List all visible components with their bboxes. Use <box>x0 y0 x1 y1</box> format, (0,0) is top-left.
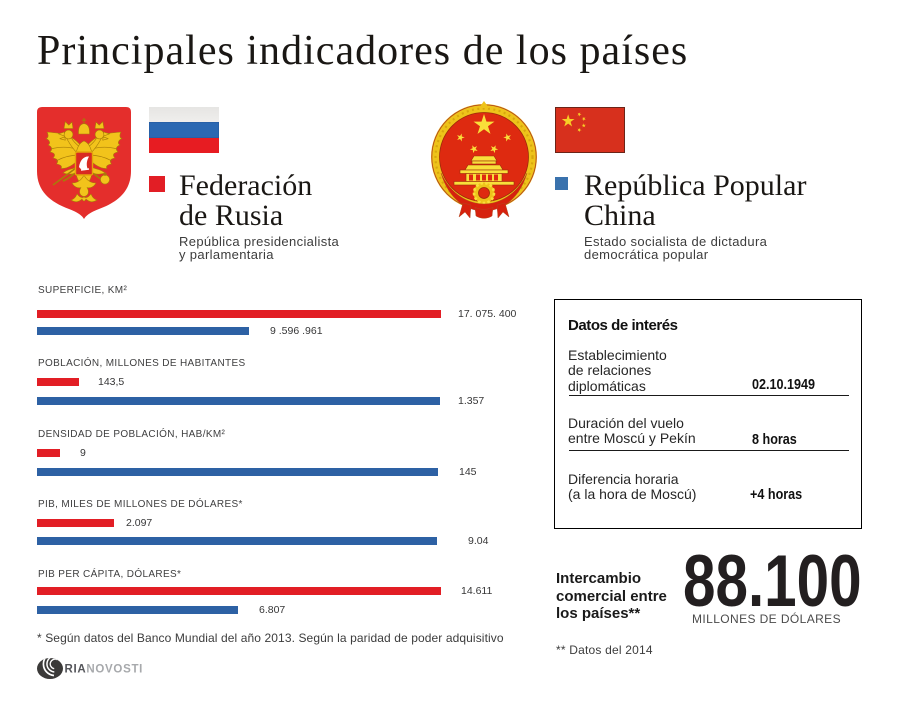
svg-text:RIANOVOSTI: RIANOVOSTI <box>65 663 144 675</box>
